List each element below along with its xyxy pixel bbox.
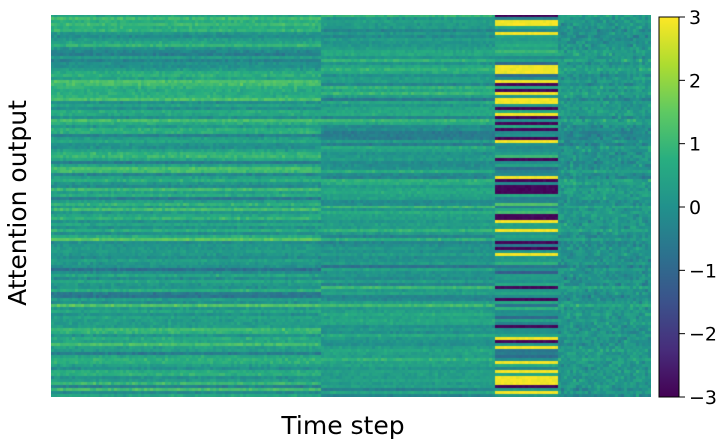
colorbar-tick-label: −3	[689, 387, 717, 409]
x-axis-label: Time step	[280, 411, 404, 440]
colorbar-gradient	[658, 16, 680, 398]
colorbar-ticks: 3 2 1 0 −1 −2 −3	[679, 7, 717, 409]
colorbar-tick-label: 1	[689, 134, 701, 156]
colorbar-tick-label: −2	[689, 324, 717, 346]
colorbar-tick-label: −1	[689, 260, 717, 282]
colorbar: 3 2 1 0 −1 −2 −3	[658, 7, 717, 409]
colorbar-tick-label: 3	[689, 7, 701, 29]
heatmap-plot	[51, 15, 651, 397]
colorbar-tick-label: 2	[689, 70, 701, 92]
y-axis-label: Attention output	[3, 100, 32, 306]
heatmap-cells	[51, 15, 651, 397]
colorbar-tick-label: 0	[689, 197, 701, 219]
